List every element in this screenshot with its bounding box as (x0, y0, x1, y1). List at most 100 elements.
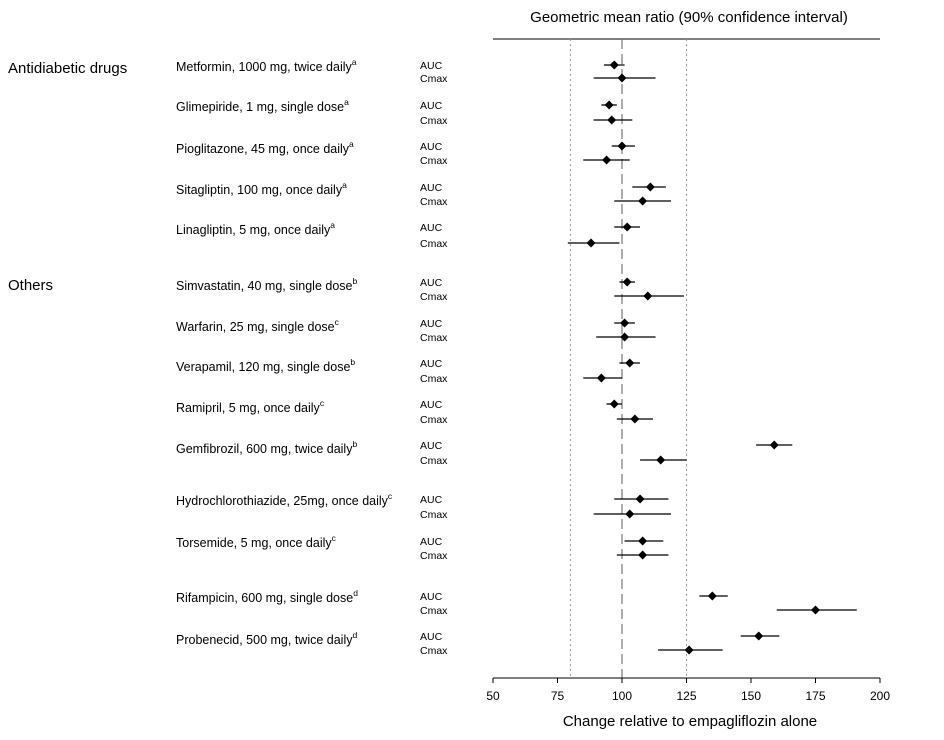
drug-label: Probenecid, 500 mg, twice dailyd (176, 630, 357, 647)
footnote-marker: a (349, 139, 354, 149)
footnote-marker: b (352, 439, 357, 449)
drug-row: Torsemide, 5 mg, once dailyc AUC Cmax (176, 533, 669, 562)
drug-name: Warfarin, 25 mg, single dose (176, 320, 335, 334)
measure-label: AUC (420, 60, 443, 72)
drug-label: Verapamil, 120 mg, single doseb (176, 357, 355, 374)
drug-name: Pioglitazone, 45 mg, once daily (176, 142, 350, 156)
point-estimate (625, 509, 635, 519)
footnote-marker: b (352, 276, 357, 286)
drug-name: Gemfibrozil, 600 mg, twice daily (176, 442, 353, 456)
measure-label: Cmax (420, 291, 448, 303)
point-estimate (811, 605, 820, 615)
drug-label: Linagliptin, 5 mg, once dailya (176, 220, 335, 237)
drug-row: Linagliptin, 5 mg, once dailya AUC Cmax (176, 220, 641, 250)
measure-label: Cmax (420, 155, 448, 167)
x-tick-label: 200 (870, 689, 890, 703)
point-estimate (617, 73, 627, 83)
measure-label: AUC (420, 631, 443, 643)
x-tick-label: 75 (551, 689, 565, 703)
measure-label: Cmax (420, 414, 448, 426)
measure-label: Cmax (420, 373, 448, 385)
point-estimate (754, 631, 764, 641)
drug-name: Simvastatin, 40 mg, single dose (176, 279, 353, 293)
drug-row: Glimepiride, 1 mg, single dosea AUC Cmax (176, 97, 633, 127)
measure-label: Cmax (420, 238, 448, 250)
drug-label: Rifampicin, 600 mg, single dosed (176, 588, 358, 605)
drug-name: Glimepiride, 1 mg, single dose (176, 100, 344, 114)
point-estimate (622, 222, 632, 232)
drug-row: Gemfibrozil, 600 mg, twice dailyb AUC Cmax (176, 439, 793, 467)
point-estimate (620, 332, 630, 342)
reference-lines (569, 39, 687, 678)
x-axis: 50 75 100 125 150 175 200 (486, 677, 890, 703)
drug-name: Verapamil, 120 mg, single dose (176, 360, 350, 374)
point-estimate (586, 238, 596, 248)
drug-label: Pioglitazone, 45 mg, once dailya (176, 139, 354, 156)
point-estimate (609, 60, 619, 70)
drug-name: Probenecid, 500 mg, twice daily (176, 633, 353, 647)
footnote-marker: c (388, 491, 393, 501)
point-estimate (769, 440, 779, 450)
drug-row: Probenecid, 500 mg, twice dailyd AUC Cmax (176, 630, 780, 657)
measure-label: Cmax (420, 196, 448, 208)
measure-label: AUC (420, 182, 443, 194)
drug-row: Warfarin, 25 mg, single dosec AUC Cmax (176, 317, 656, 344)
drug-rows: Antidiabetic drugs Metformin, 1000 mg, tw… (8, 57, 857, 657)
drug-label: Metformin, 1000 mg, twice dailya (176, 57, 357, 74)
drug-row: Ramipril, 5 mg, once dailyc AUC Cmax (176, 398, 653, 426)
x-tick-label: 125 (676, 689, 696, 703)
drug-name: Sitagliptin, 100 mg, once daily (176, 183, 343, 197)
drug-row: Simvastatin, 40 mg, single doseb AUC Cmax (176, 276, 684, 303)
measure-label: Cmax (420, 115, 448, 127)
drug-row: Hydrochlorothiazide, 25mg, once dailyc AU… (176, 491, 672, 521)
drug-row: Verapamil, 120 mg, single doseb AUC Cmax (176, 357, 641, 385)
chart-title: Geometric mean ratio (90% confidence int… (530, 9, 848, 26)
footnote-marker: d (353, 588, 358, 598)
point-estimate (604, 100, 614, 110)
drug-label: Hydrochlorothiazide, 25mg, once dailyc (176, 491, 393, 508)
measure-label: Cmax (420, 509, 448, 521)
footnote-marker: a (330, 220, 335, 230)
drug-name: Metformin, 1000 mg, twice daily (176, 60, 353, 74)
point-estimate (645, 182, 655, 192)
x-tick-label: 150 (741, 689, 761, 703)
drug-row: Rifampicin, 600 mg, single dosed AUC Cmax (176, 588, 857, 617)
footnote-marker: a (342, 180, 347, 190)
point-estimate (617, 141, 627, 151)
point-estimate (656, 455, 666, 465)
measure-label: AUC (420, 440, 443, 452)
point-estimate (609, 399, 619, 409)
drug-label: Ramipril, 5 mg, once dailyc (176, 398, 325, 415)
drug-row: Sitagliptin, 100 mg, once dailya AUC Cmax (176, 180, 672, 208)
x-tick-label: 175 (805, 689, 825, 703)
measure-label: Cmax (420, 332, 448, 344)
drug-name: Hydrochlorothiazide, 25mg, once daily (176, 494, 389, 508)
measure-label: AUC (420, 536, 443, 548)
point-estimate (620, 318, 630, 328)
drug-name: Torsemide, 5 mg, once daily (176, 536, 332, 550)
point-estimate (684, 645, 694, 655)
footnote-marker: a (344, 97, 349, 107)
measure-label: AUC (420, 277, 443, 289)
measure-label: Cmax (420, 455, 448, 467)
measure-label: AUC (420, 141, 443, 153)
drug-label: Glimepiride, 1 mg, single dosea (176, 97, 349, 114)
measure-label: Cmax (420, 605, 448, 617)
drug-label: Sitagliptin, 100 mg, once dailya (176, 180, 347, 197)
point-estimate (638, 550, 648, 560)
measure-label: AUC (420, 222, 443, 234)
footnote-marker: a (352, 57, 357, 67)
measure-label: AUC (420, 399, 443, 411)
x-axis-label: Change relative to empagliflozin alone (563, 713, 817, 730)
footnote-marker: d (352, 630, 357, 640)
drug-label: Simvastatin, 40 mg, single doseb (176, 276, 357, 293)
point-estimate (638, 196, 648, 206)
point-estimate (607, 115, 617, 125)
x-tick-label: 50 (486, 689, 500, 703)
measure-label: AUC (420, 494, 443, 506)
group-label: Others (8, 277, 53, 294)
point-estimate (602, 155, 612, 165)
